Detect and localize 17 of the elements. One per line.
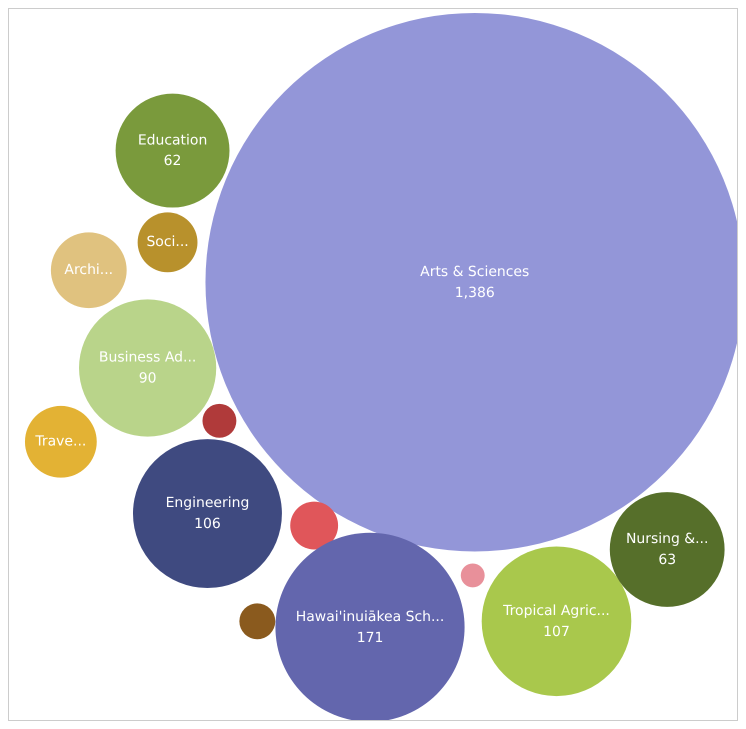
category-label: Engineering bbox=[166, 495, 250, 512]
data-label: 107 bbox=[543, 624, 570, 640]
category-label: Arts & Sciences bbox=[420, 264, 530, 280]
category-label: Hawai'inuiākea Sch... bbox=[296, 608, 444, 625]
category-label: Tropical Agric... bbox=[502, 602, 610, 619]
data-label: 62 bbox=[164, 153, 182, 170]
category-label: Nursing &... bbox=[626, 531, 708, 548]
data-label: 63 bbox=[658, 552, 676, 568]
category-label: Trave... bbox=[34, 433, 86, 450]
category-label: Education bbox=[138, 132, 208, 148]
category-label: Business Ad... bbox=[98, 350, 196, 366]
data-label: 171 bbox=[356, 630, 384, 646]
data-label: 1,386 bbox=[454, 284, 495, 301]
category-label: Archi... bbox=[64, 262, 114, 278]
data-label: 90 bbox=[138, 370, 156, 387]
category-label: Soci... bbox=[146, 234, 189, 250]
data-label: 106 bbox=[194, 516, 221, 532]
